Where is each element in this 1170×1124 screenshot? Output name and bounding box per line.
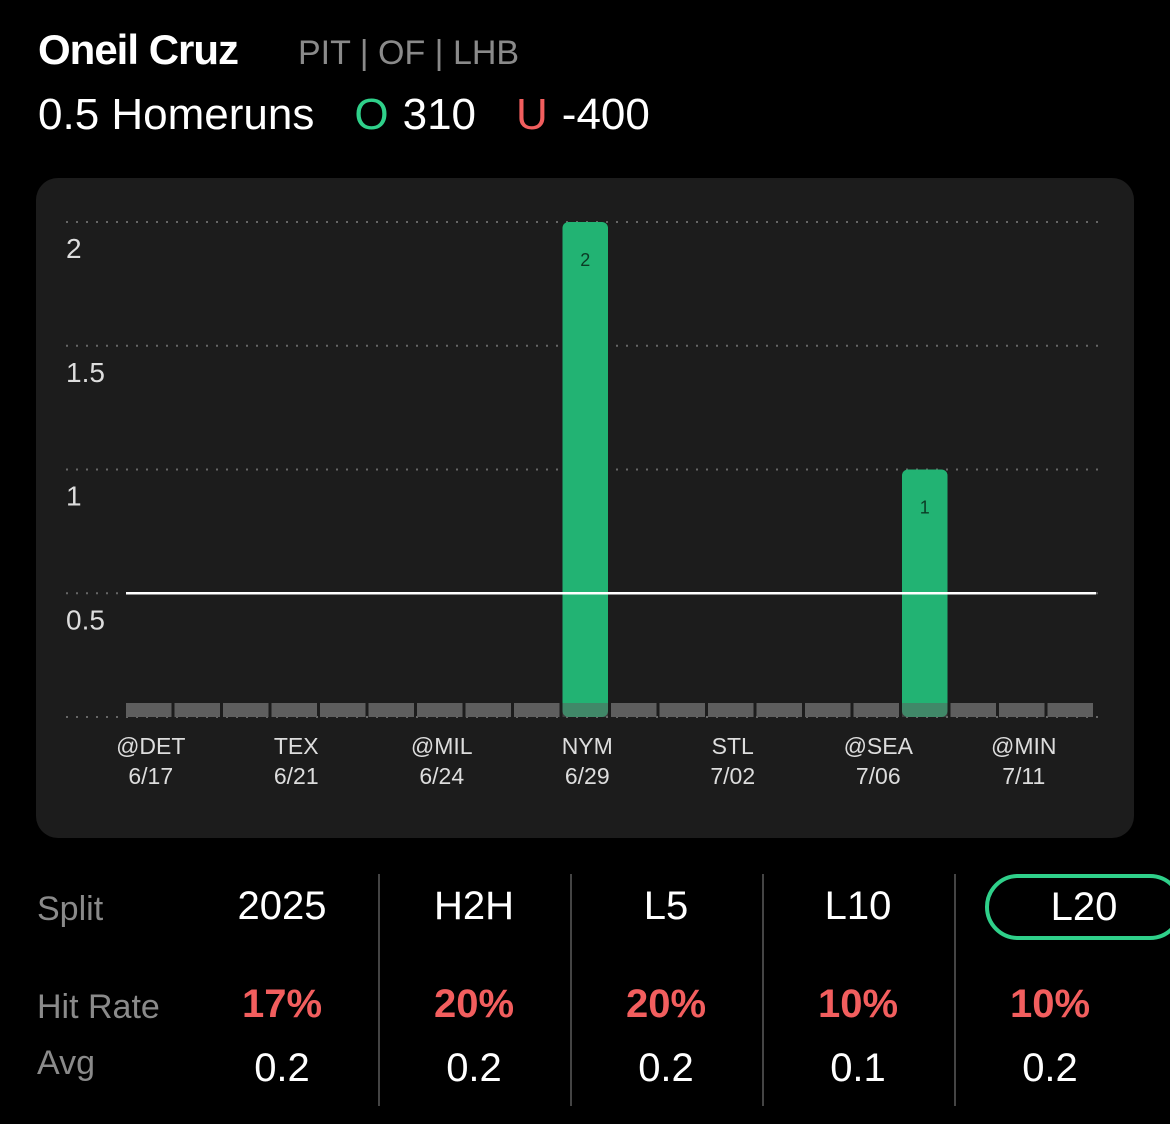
- x-tick-date: 7/11: [1002, 763, 1045, 789]
- column-divider: [570, 874, 572, 1106]
- splits-table: Split Hit Rate Avg 2025 17% 0.2 H2H 20% 0…: [0, 868, 1170, 1108]
- split-label: Split: [37, 890, 104, 928]
- bar: [1047, 703, 1093, 717]
- split-column-h2h: H2H 20% 0.2: [379, 868, 569, 1108]
- bar: [514, 703, 560, 717]
- y-tick-label: 0.5: [66, 604, 105, 635]
- split-tab[interactable]: L5: [643, 884, 689, 928]
- chart-card: 0.5 1 1.5 2 2 1 @DET 6/17 TEX 6/21 @MIL 6/24 NYM 6/29…: [36, 178, 1134, 838]
- under-label[interactable]: U: [516, 90, 548, 139]
- bar: [562, 222, 608, 717]
- hit-rate-value: 10%: [817, 982, 899, 1026]
- bar: [223, 703, 269, 717]
- bar: [756, 703, 802, 717]
- split-tab[interactable]: L20: [985, 874, 1170, 940]
- x-tick-team: NYM: [562, 733, 613, 759]
- hit-rate-value: 20%: [433, 982, 515, 1026]
- bar: [708, 703, 754, 717]
- x-tick-date: 6/29: [565, 763, 610, 789]
- x-tick-date: 6/21: [274, 763, 319, 789]
- split-tab[interactable]: H2H: [433, 884, 515, 928]
- avg-value: 0.2: [638, 1046, 694, 1090]
- bar-base: [562, 703, 608, 717]
- avg-value: 0.2: [446, 1046, 502, 1090]
- x-tick-team: @SEA: [844, 733, 914, 759]
- bar: [126, 703, 172, 717]
- hit-rate-value: 10%: [1009, 982, 1091, 1026]
- split-column-l5: L5 20% 0.2: [571, 868, 761, 1108]
- column-divider: [954, 874, 956, 1106]
- bar: [174, 703, 220, 717]
- player-meta: PIT | OF | LHB: [298, 34, 520, 72]
- prop-line: 0.5 Homeruns O 310 U -400: [38, 90, 650, 140]
- x-tick-date: 6/24: [419, 763, 464, 789]
- split-tab[interactable]: L10: [824, 884, 892, 928]
- hit-rate-value: 17%: [241, 982, 323, 1026]
- hit-rate-value: 20%: [625, 982, 707, 1026]
- y-tick-label: 1.5: [66, 357, 105, 388]
- x-tick-team: @DET: [116, 733, 185, 759]
- avg-value: 0.1: [830, 1046, 886, 1090]
- split-tab[interactable]: 2025: [237, 884, 327, 928]
- x-tick-team: TEX: [274, 733, 319, 759]
- avg-value: 0.2: [1022, 1046, 1078, 1090]
- bar: [999, 703, 1045, 717]
- x-tick-team: @MIL: [411, 733, 473, 759]
- x-tick-date: 7/06: [856, 763, 901, 789]
- bar: [465, 703, 511, 717]
- bar: [271, 703, 317, 717]
- bar: [950, 703, 996, 717]
- over-label[interactable]: O: [354, 90, 389, 139]
- bar: [368, 703, 414, 717]
- split-column-l10: L10 10% 0.1: [763, 868, 953, 1108]
- column-divider: [378, 874, 380, 1106]
- bar-chart: 0.5 1 1.5 2 2 1 @DET 6/17 TEX 6/21 @MIL 6/24 NYM 6/29…: [66, 221, 1102, 789]
- x-tick-date: 6/17: [128, 763, 173, 789]
- x-tick-date: 7/02: [710, 763, 755, 789]
- bar-value-label: 2: [580, 250, 590, 270]
- column-divider: [762, 874, 764, 1106]
- split-column-l20: L20 10% 0.2: [955, 868, 1170, 1108]
- x-tick-team: STL: [712, 733, 754, 759]
- bar: [417, 703, 463, 717]
- bar: [805, 703, 851, 717]
- bar-value-label: 1: [920, 498, 930, 518]
- player-name: Oneil Cruz: [38, 26, 239, 73]
- bar-base: [902, 703, 948, 717]
- hit-rate-label: Hit Rate: [37, 988, 160, 1026]
- bar: [853, 703, 899, 717]
- y-tick-label: 2: [66, 233, 82, 264]
- x-tick-team: @MIN: [991, 733, 1057, 759]
- under-odds[interactable]: -400: [561, 90, 650, 139]
- bar: [611, 703, 657, 717]
- prop-label: 0.5 Homeruns: [38, 90, 315, 139]
- over-odds[interactable]: 310: [402, 90, 477, 139]
- bar: [320, 703, 366, 717]
- y-tick-label: 1: [66, 481, 82, 512]
- bar: [659, 703, 705, 717]
- avg-label: Avg: [37, 1044, 95, 1082]
- avg-value: 0.2: [254, 1046, 310, 1090]
- split-column-2025: 2025 17% 0.2: [187, 868, 377, 1108]
